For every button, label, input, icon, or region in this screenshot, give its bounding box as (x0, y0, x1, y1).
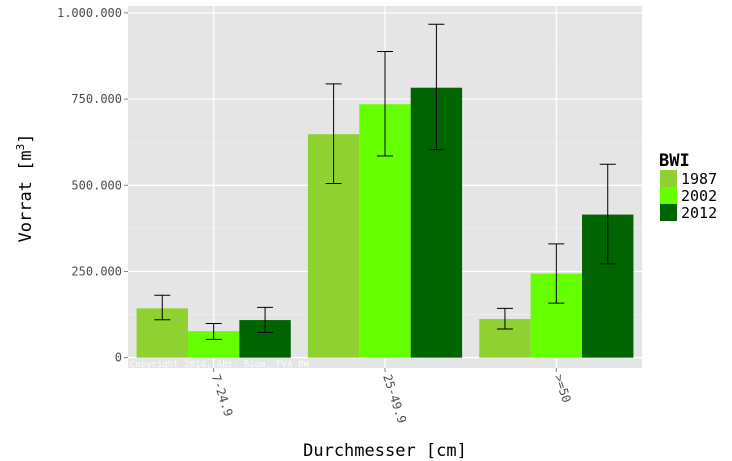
y-tick-label: 500.000 (71, 178, 122, 192)
y-tick-label: 0 (115, 351, 122, 365)
y-axis-title-close: ] (16, 134, 36, 144)
y-tick-label: 750.000 (71, 92, 122, 106)
x-tick-label: >=50 (551, 373, 573, 405)
y-axis: 0 250.000 500.000 750.000 1.000.000 (57, 6, 128, 365)
legend-key (660, 170, 677, 187)
y-tick-label: 1.000.000 (57, 6, 122, 20)
y-axis-title-main: Vorrat [m (16, 150, 36, 242)
y-tick-label: 250.000 (71, 264, 122, 278)
error-bars (154, 23, 616, 340)
legend-key (660, 204, 677, 221)
x-axis: 7-24.9 25-49.9 >=50 (209, 368, 574, 425)
y-axis-title: Vorrat [m3] (14, 134, 36, 243)
legend-label: 1987 (681, 170, 717, 188)
x-axis-title: Durchmesser [cm] (303, 441, 467, 461)
x-tick-label: 25-49.9 (380, 373, 409, 425)
legend-label: 2012 (681, 204, 717, 222)
copyright-watermark: Copyright 2014, Abt. Biom. FVA BW (130, 360, 309, 370)
legend-key (660, 187, 677, 204)
x-tick-label: 7-24.9 (209, 373, 236, 419)
legend-label: 2002 (681, 187, 717, 205)
bars (136, 87, 634, 358)
legend-title: BWI (659, 151, 690, 171)
y-axis-title-superscript: 3 (14, 144, 27, 151)
